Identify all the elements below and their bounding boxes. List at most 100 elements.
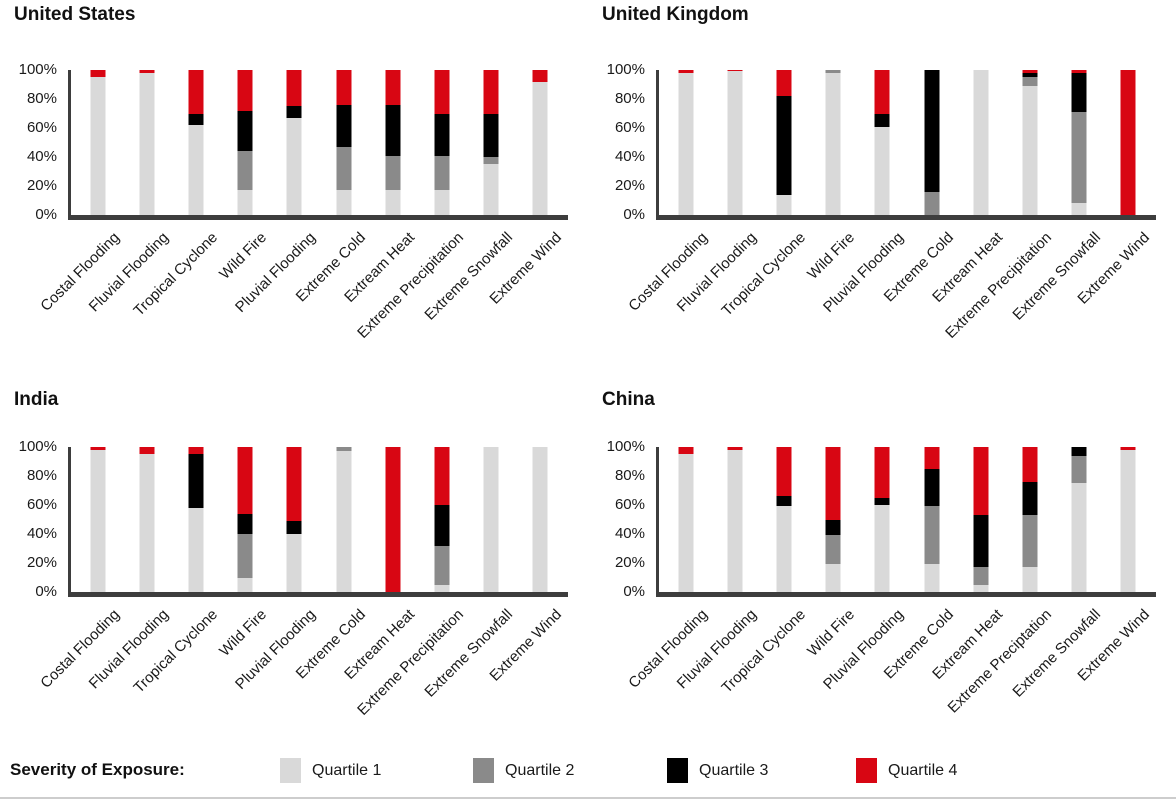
stacked-bar (727, 447, 743, 592)
bar-segment-quartile-4 (385, 447, 401, 592)
bar-segment-quartile-1 (825, 72, 841, 215)
bar-segment-quartile-4 (825, 447, 841, 520)
bar-segment-quartile-3 (434, 505, 450, 546)
bar-segment-quartile-3 (237, 110, 253, 152)
bar-segment-quartile-3 (924, 70, 940, 192)
y-tick-label: 40% (26, 525, 57, 542)
bar-segment-quartile-1 (776, 194, 792, 215)
plot-area: 100% 80% 60% 40% 20% 0% Costal Flooding Fluvia… (19, 61, 568, 342)
plot-area: 100% 80% 60% 40% 20% 0% Costal Flooding Fluvia… (607, 438, 1156, 716)
bar-column: Extreme Cold (292, 70, 369, 305)
bar-segment-quartile-1 (483, 164, 499, 215)
stacked-bar (776, 70, 792, 215)
stacked-bar (90, 70, 106, 215)
bar-segment-quartile-3 (1022, 481, 1038, 516)
bar-segment-quartile-4 (90, 447, 106, 450)
y-tick-label: 0% (35, 206, 57, 223)
bar-segment-quartile-1 (188, 507, 204, 592)
bar-column: Extreme Precipitation (354, 70, 467, 342)
stacked-bar (727, 70, 743, 215)
chart-united-kingdom: United Kingdom 100% 80% 60% 40% 20% 0% Costal… (588, 0, 1176, 385)
bar-segment-quartile-1 (727, 71, 743, 215)
bar-column: Extream Heat (341, 447, 418, 683)
y-tick-label: 20% (614, 554, 645, 571)
bar-segment-quartile-1 (188, 125, 204, 215)
bar-segment-quartile-1 (237, 577, 253, 592)
bar-segment-quartile-1 (727, 449, 743, 592)
bar-column: Costal Flooding (37, 70, 123, 315)
stacked-bar (1120, 447, 1136, 592)
bar-segment-quartile-3 (776, 96, 792, 195)
bar-segment-quartile-1 (532, 81, 548, 215)
stacked-bar (874, 70, 890, 215)
bar-column: Extreme Snowfall (1010, 447, 1104, 701)
bar-segment-quartile-2 (434, 545, 450, 585)
stacked-bar (825, 70, 841, 215)
bar-segment-quartile-2 (1071, 455, 1087, 484)
bar-segment-quartile-4 (385, 70, 401, 105)
legend-item-quartile-4: Quartile 4 (856, 758, 957, 783)
stacked-bar (1071, 447, 1087, 592)
y-tick-label: 60% (614, 496, 645, 513)
y-tick-label: 80% (614, 90, 645, 107)
y-tick-label: 40% (614, 525, 645, 542)
bar-segment-quartile-4 (434, 70, 450, 114)
y-tick-label: 40% (26, 148, 57, 165)
bar-segment-quartile-4 (1022, 70, 1038, 73)
chart-india: India 100% 80% 60% 40% 20% 0% Costal Flooding… (0, 385, 588, 745)
bar-column: Extreme Cold (292, 447, 369, 682)
bar-segment-quartile-1 (678, 72, 694, 215)
stacked-bar (434, 447, 450, 592)
bar-segment-quartile-3 (1022, 72, 1038, 78)
bar-segment-quartile-1 (1071, 203, 1087, 215)
legend-item-quartile-2: Quartile 2 (473, 758, 574, 783)
stacked-bar (90, 447, 106, 592)
bar-column: Extreme Wind (487, 70, 565, 308)
bar-segment-quartile-2 (385, 155, 401, 191)
stacked-bar (1120, 70, 1136, 215)
bar-segment-quartile-4 (678, 447, 694, 455)
bar-column: Wild Fire (804, 70, 858, 283)
bar-column: Extreme Snowfall (422, 447, 516, 701)
legend: Severity of Exposure: Quartile 1 Quartil… (0, 745, 1176, 799)
bar-segment-quartile-2 (825, 535, 841, 565)
bar-column: Fluvial Flooding (674, 70, 760, 315)
bar-segment-quartile-1 (678, 454, 694, 592)
y-tick-label: 100% (18, 438, 57, 455)
bar-segment-quartile-4 (237, 447, 253, 514)
stacked-bar (286, 447, 302, 592)
bar-segment-quartile-1 (776, 506, 792, 592)
y-axis: 100% 80% 60% 40% 20% 0% (595, 438, 649, 600)
stacked-bar (532, 70, 548, 215)
stacked-bar (385, 447, 401, 592)
bar-column: Wild Fire (804, 447, 858, 660)
bar-column: Extreme Precipitation (354, 447, 467, 719)
bar-segment-quartile-3 (1071, 447, 1087, 456)
bar-segment-quartile-3 (874, 113, 890, 127)
bar-column: Pluvial Flooding (233, 447, 319, 693)
bar-segment-quartile-4 (1120, 70, 1136, 215)
chart-china: China 100% 80% 60% 40% 20% 0% Costal Flooding… (588, 385, 1176, 745)
bar-segment-quartile-1 (532, 447, 548, 592)
stacked-bar (483, 447, 499, 592)
bar-column: Extreme Preciptation (945, 447, 1055, 716)
bar-column: Costal Flooding (625, 70, 711, 315)
bar-segment-quartile-1 (336, 451, 352, 592)
bar-segment-quartile-3 (286, 520, 302, 534)
bar-segment-quartile-4 (139, 447, 155, 455)
stacked-bar (139, 447, 155, 592)
bar-segment-quartile-3 (924, 468, 940, 507)
bar-segment-quartile-1 (973, 584, 989, 592)
bar-column: Extreme Wind (487, 447, 565, 685)
bar-segment-quartile-4 (286, 70, 302, 107)
legend-swatch-quartile-2 (473, 758, 494, 783)
stacked-bar (973, 70, 989, 215)
chart-title: United Kingdom (602, 4, 749, 25)
bar-segment-quartile-3 (336, 104, 352, 147)
legend-label: Quartile 1 (312, 761, 382, 779)
stacked-bar (336, 70, 352, 215)
bar-segment-quartile-1 (385, 190, 401, 215)
bar-segment-quartile-1 (973, 70, 989, 215)
legend-label: Quartile 4 (888, 761, 958, 779)
chart-title: United States (14, 4, 136, 25)
